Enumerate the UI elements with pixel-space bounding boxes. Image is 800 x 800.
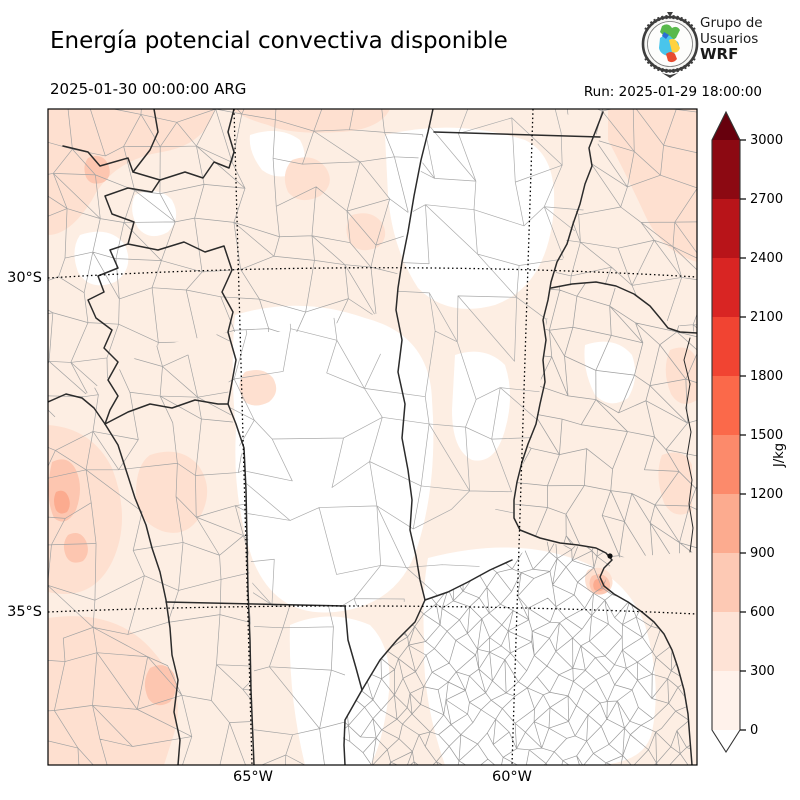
cbar-tick-2100: 2100 [750,310,783,325]
logo-line-3: WRF [700,45,739,63]
page-title: Energía potencial convectiva disponible [50,28,508,54]
lon-tick-65w: 65°W [232,769,274,785]
colorbar-tick-marks [740,139,746,731]
cbar-tick-600: 600 [750,605,775,620]
departments-entre-rios [514,282,697,558]
colorbar-seg-8 [712,199,740,258]
cbar-tick-3000: 3000 [750,133,783,148]
logo-line-1: Grupo de [700,15,763,31]
logo-line-2: Usuarios [700,30,759,47]
cbar-tick-900: 900 [750,546,775,561]
map-area [48,109,697,765]
buenos-aires-city-mark [607,553,613,559]
colorbar-seg-2 [712,553,740,612]
cbar-tick-2700: 2700 [750,192,783,207]
cbar-tick-1200: 1200 [750,487,783,502]
colorbar-seg-1 [712,612,740,671]
wrf-users-logo-icon [641,12,699,78]
meridian-65w [233,109,253,765]
colorbar-arrow-over [712,112,740,140]
lon-tick-60w: 60°W [491,769,533,785]
colorbar-seg-3 [712,494,740,553]
colorbar-seg-7 [712,258,740,317]
colorbar-seg-5 [712,376,740,435]
logo-wordmark: Grupo de Usuarios WRF [700,15,763,63]
colorbar-seg-6 [712,317,740,376]
cape-zero-zones [67,127,656,765]
colorbar-seg-0 [712,671,740,730]
colorbar-seg-9 [712,140,740,199]
colorbar-tick-labels: 0 300 600 900 1200 1500 1800 2100 2400 2… [750,133,783,738]
valid-time-label: 2025-01-30 00:00:00 ARG [50,80,247,98]
graticule [48,109,697,765]
departments-la-pampa [254,607,345,765]
meridian-60w [511,109,534,765]
colorbar-unit-label: J/kg [772,443,787,468]
province-borders [48,109,697,765]
colorbar: 0 300 600 900 1200 1500 1800 2100 2400 2… [711,110,787,754]
lat-tick-35s: 35°S [7,604,42,620]
parallel-30s [48,267,697,279]
cbar-tick-1800: 1800 [750,369,783,384]
colorbar-seg-4 [712,435,740,494]
colorbar-arrow-under [712,730,740,752]
cbar-tick-300: 300 [750,664,775,679]
run-time-label: Run: 2025-01-29 18:00:00 [583,84,762,100]
departments-buenos-aires [340,540,692,765]
map-border [47,108,698,766]
parallel-35s [48,605,697,615]
cbar-tick-2400: 2400 [750,251,783,266]
cbar-tick-1500: 1500 [750,428,783,443]
lat-tick-30s: 30°S [7,270,42,286]
cbar-tick-0: 0 [750,723,758,738]
